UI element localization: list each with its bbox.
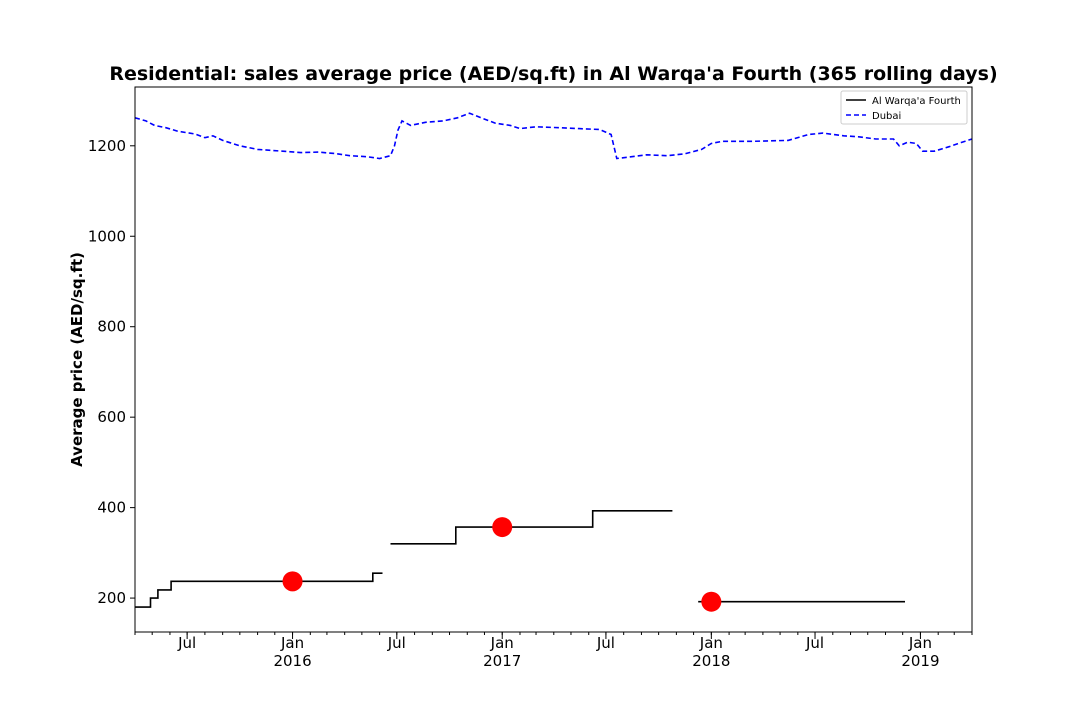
marker-point-0 [282, 571, 303, 592]
series-line-al-warqaa-segment-1 [390, 509, 673, 545]
x-tick-label: Jul [387, 634, 406, 652]
x-tick-label: Jul [177, 634, 196, 652]
y-tick-label: 400 [97, 499, 126, 517]
legend-label-1: Dubai [872, 111, 901, 122]
legend-box [840, 90, 968, 125]
x-tick-label: 2018 [692, 652, 730, 670]
chart-title: Residential: sales average price (AED/sq… [109, 63, 997, 85]
marker-point-2 [701, 591, 722, 612]
plot-area [134, 112, 973, 612]
series-line-dubai [134, 112, 973, 160]
x-tick-label: 2017 [483, 652, 521, 670]
marker-point-1 [492, 517, 513, 538]
y-tick-label: 200 [97, 589, 126, 607]
x-tick-label: Jan [699, 634, 723, 652]
y-tick-label: 800 [97, 318, 126, 336]
x-tick-label: 2019 [901, 652, 939, 670]
y-tick-label: 600 [97, 408, 126, 426]
y-tick-label: 1000 [88, 227, 126, 245]
plot-frame [134, 86, 973, 633]
x-tick-label: Jul [805, 634, 824, 652]
x-tick-label: Jan [490, 634, 514, 652]
y-axis-label: Average price (AED/sq.ft) [68, 252, 86, 467]
legend: Al Warqa'a Fourth Dubai [840, 90, 968, 125]
legend-label-0: Al Warqa'a Fourth [872, 96, 961, 107]
series-line-al-warqaa-segment-0 [135, 572, 383, 608]
x-tick-label: Jan [280, 634, 304, 652]
x-tick-label: 2016 [273, 652, 311, 670]
x-tick-label: Jan [908, 634, 932, 652]
x-tick-label: Jul [596, 634, 615, 652]
y-tick-label: 1200 [88, 137, 126, 155]
